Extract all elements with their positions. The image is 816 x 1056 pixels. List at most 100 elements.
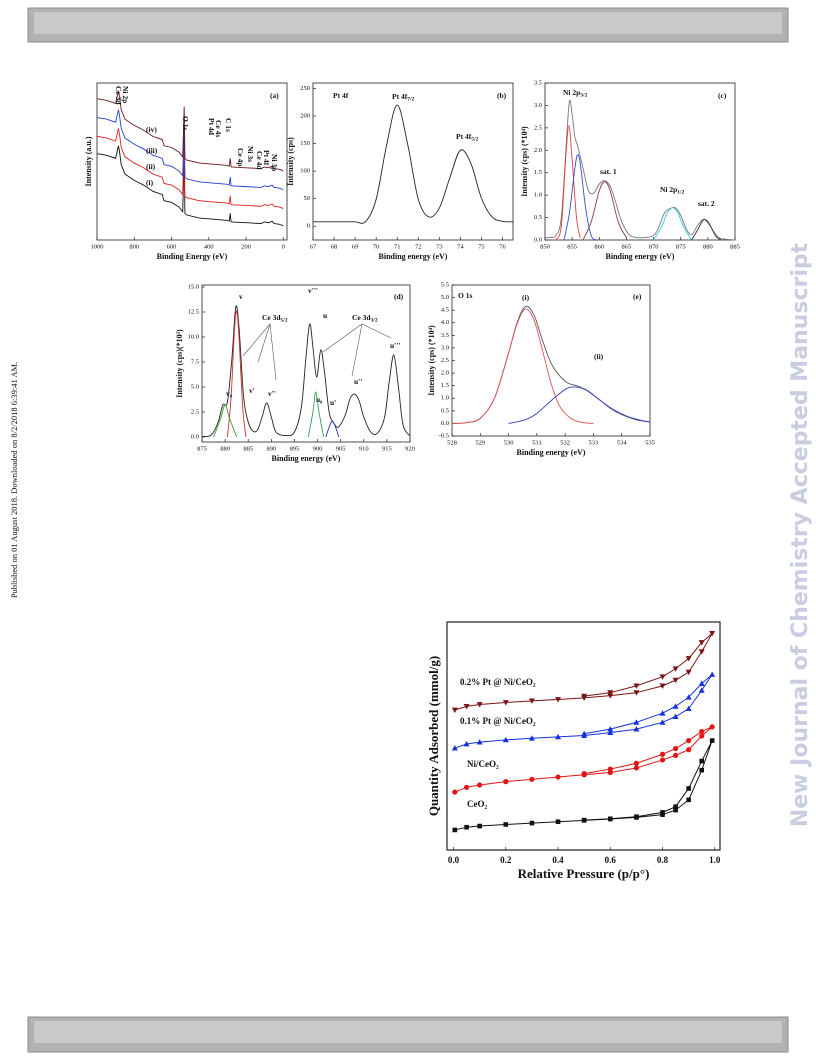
pointer-arrow [322, 323, 363, 353]
x-tick-label: 0.6 [605, 855, 617, 865]
series-line [555, 125, 581, 241]
annotation-text: (ii) [594, 352, 604, 361]
x-axis-label: Relative Pressure (p/p°) [518, 866, 650, 881]
x-tick-label: 76 [499, 243, 506, 250]
marker [699, 728, 705, 735]
marker [673, 804, 678, 809]
annotation: u''' [390, 341, 400, 350]
x-tick-label: 0.2 [500, 855, 512, 865]
x-tick-label: 70 [373, 243, 380, 250]
x-tick-label: 885 [730, 243, 740, 250]
annotation-text: Ce 3d [114, 86, 123, 105]
x-tick-label: 880 [220, 445, 230, 452]
annotation: (e) [633, 292, 642, 301]
series-label: 0.1% Pt @ Ni/CeO₂ [460, 716, 536, 726]
annotation: (i) [522, 293, 530, 302]
series-line [201, 305, 411, 438]
annotation-text: (iv) [146, 125, 157, 134]
plot-frame [544, 82, 736, 241]
annotation: v [239, 292, 243, 301]
marker [659, 751, 666, 757]
y-tick-label: 5.0 [441, 294, 449, 301]
marker [659, 683, 666, 689]
series-line [451, 308, 594, 424]
annotation: (d) [394, 292, 404, 301]
annotation: O 1s [181, 116, 190, 130]
x-tick-label: 1.0 [709, 855, 721, 865]
y-tick-label: 0.5 [441, 407, 449, 414]
marker [607, 726, 614, 732]
x-axis-label: Binding energy (eV) [606, 252, 675, 261]
annotation: Ni 3p [270, 154, 279, 171]
y-tick-label: 2.5 [534, 124, 542, 131]
y-tick-label: 0.0 [191, 433, 199, 440]
x-tick-label: 895 [290, 445, 300, 452]
marker [476, 702, 483, 708]
y-tick-label: 1.5 [441, 382, 449, 389]
annotation-text: (ii) [146, 162, 156, 171]
marker [699, 758, 705, 764]
y-tick-label: 3.5 [441, 332, 449, 339]
annotation-text: v [239, 292, 243, 301]
y-tick-label: 2.5 [191, 408, 199, 415]
x-tick-label: 865 [622, 243, 632, 250]
x-tick-label: 69 [352, 243, 359, 250]
marker [686, 797, 691, 803]
y-tick-label: 2.0 [534, 147, 542, 154]
annotation: (b) [497, 91, 507, 100]
annotation-text: Ni 2p [660, 185, 677, 194]
annotation: Pt 4f [262, 150, 271, 166]
marker [555, 819, 561, 825]
marker [686, 786, 691, 791]
marker [633, 683, 640, 689]
marker [607, 766, 613, 772]
annotation-text: v₀ [226, 389, 233, 398]
y-tick-label: 100 [300, 168, 310, 175]
marker [686, 737, 692, 744]
annotation-text: Ni 2p [121, 86, 130, 103]
annotation: v'' [268, 389, 276, 398]
annotation-text: (i) [522, 293, 530, 302]
annotation: Ce 4s [214, 120, 223, 137]
x-tick-label: 850 [540, 243, 550, 250]
y-axis-label: Intensity (cps) [286, 137, 295, 186]
x-tick-label: 67 [310, 243, 317, 250]
x-axis-label: Binding Energy (eV) [157, 252, 228, 261]
marker [607, 729, 614, 735]
annotation-text: Ce 4p [236, 148, 245, 167]
marker [698, 649, 705, 655]
series-line [563, 154, 597, 241]
annotation-text: (e) [633, 292, 642, 301]
annotation-text: (a) [270, 91, 279, 100]
plot-frame [201, 284, 411, 443]
annotation-text: Ce 4s [214, 120, 223, 137]
marker [581, 771, 587, 777]
x-tick-label: 0.4 [552, 855, 564, 865]
annotation-sub: 5/2 [281, 318, 288, 324]
y-tick-label: 4.5 [441, 307, 449, 314]
marker [529, 820, 535, 826]
annotation: u [323, 311, 327, 320]
annotation-text: (c) [718, 91, 727, 100]
x-tick-label: 910 [359, 445, 369, 452]
y-axis-label: Intensity (cps)(*10³) [175, 329, 184, 398]
annotation: Ce 3d [114, 86, 123, 105]
marker [555, 774, 561, 780]
marker [686, 747, 692, 753]
marker [672, 666, 679, 672]
annotation-text: Pt 4f [392, 92, 408, 101]
annotation-text: v''' [308, 286, 318, 295]
annotation-text: v'' [268, 389, 276, 398]
series-line [691, 218, 722, 241]
x-tick-label: 0.8 [657, 855, 669, 865]
marker [503, 779, 509, 785]
series-line [325, 420, 340, 438]
marker [698, 640, 705, 646]
y-axis-label: Intensity (cps) (*10⁴) [427, 325, 436, 396]
y-tick-label: 3.0 [534, 102, 542, 109]
annotation-sub: 1/2 [677, 190, 684, 196]
pointer-arrow [269, 323, 277, 381]
marker [709, 724, 715, 730]
